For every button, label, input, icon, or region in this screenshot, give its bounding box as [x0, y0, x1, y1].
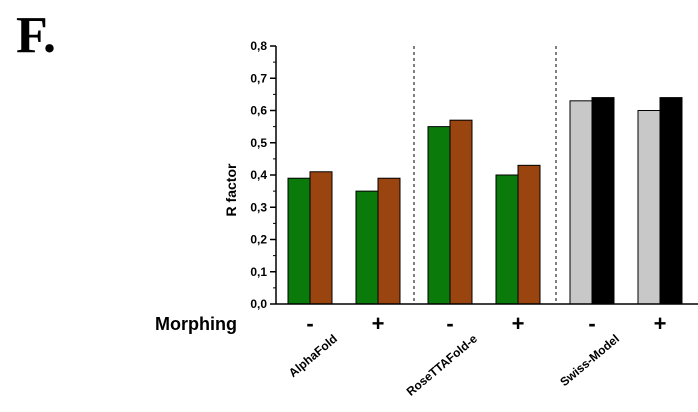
y-tick-label: 0,8: [250, 39, 267, 53]
y-tick-label: 0,5: [250, 136, 267, 150]
bar: [659, 97, 683, 305]
morphing-sign: -: [446, 311, 453, 336]
bar: [517, 164, 541, 305]
bar: [287, 177, 311, 305]
y-tick-label: 0,3: [250, 200, 267, 214]
y-tick-label: 0,6: [250, 104, 267, 118]
group-separators: [413, 46, 557, 304]
bar: [637, 110, 661, 305]
group-label: AlphaFold: [286, 332, 340, 380]
bar: [591, 97, 615, 305]
bar: [427, 126, 451, 305]
bar: [377, 177, 401, 305]
y-tick-label: 0,7: [250, 71, 267, 85]
bar: [569, 100, 593, 305]
morphing-sign: -: [588, 311, 595, 336]
morphing-sign: +: [372, 311, 385, 336]
bars-layer: [287, 97, 683, 305]
group-label: RoseTTAFold-e: [404, 331, 480, 398]
y-axis-title: R factor: [223, 163, 239, 216]
group-labels: AlphaFold RoseTTAFold-e Swiss-Model: [286, 331, 622, 398]
y-tick-label: 0,1: [250, 265, 267, 279]
panel-label: F.: [16, 7, 56, 64]
group-label: Swiss-Model: [557, 332, 622, 389]
bar: [449, 119, 473, 305]
morphing-sign: +: [654, 311, 667, 336]
bar: [355, 190, 379, 305]
y-tick-label: 0,4: [250, 168, 267, 182]
morphing-row-label: Morphing: [155, 314, 237, 334]
morphing-sign: -: [306, 311, 313, 336]
y-tick-label: 0,2: [250, 233, 267, 247]
bar: [495, 174, 519, 305]
morphing-sign: +: [512, 311, 525, 336]
bar: [309, 171, 333, 305]
y-tick-label: 0,0: [250, 297, 267, 311]
morphing-signs: - + - + - +: [306, 311, 666, 336]
y-axis: 0,0 0,1 0,2 0,3 0,4 0,5 0,6 0,7 0,8: [250, 39, 698, 311]
